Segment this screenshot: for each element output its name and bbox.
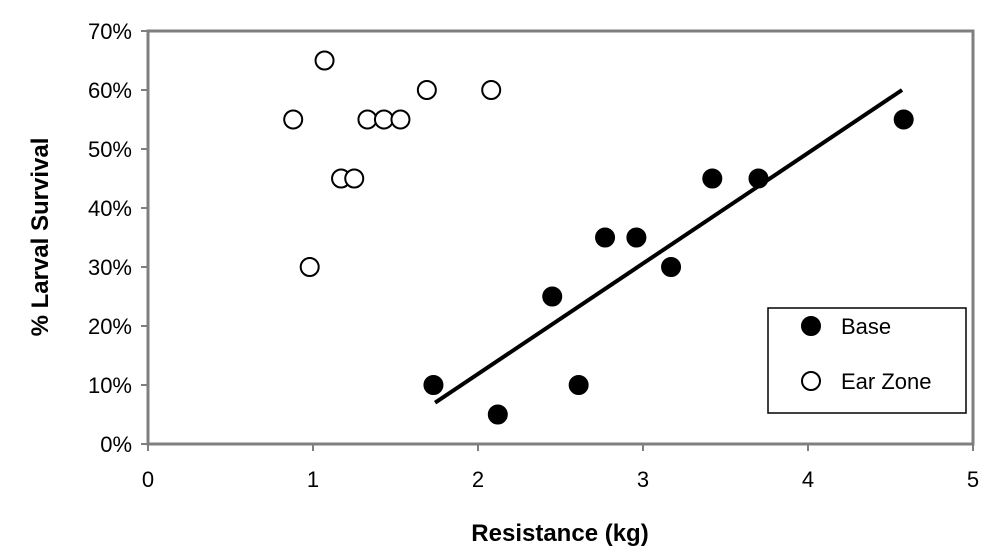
legend-marker-base xyxy=(801,316,821,336)
legend-label-ear-zone: Ear Zone xyxy=(841,369,932,394)
point-base xyxy=(542,286,563,307)
legend-label-base: Base xyxy=(841,314,891,339)
point-ear-zone xyxy=(481,80,502,100)
y-tick-label: 20% xyxy=(88,314,132,339)
y-tick-label: 60% xyxy=(88,78,132,103)
point-ear-zone xyxy=(283,109,304,130)
x-axis-title: Resistance (kg) xyxy=(471,520,648,547)
y-tick-label: 40% xyxy=(88,196,132,221)
point-ear-zone xyxy=(314,50,335,71)
point-ear-zone xyxy=(390,109,411,130)
trendline-layer xyxy=(433,88,904,405)
x-tick-label: 4 xyxy=(802,467,814,492)
point-ear-zone xyxy=(357,109,378,130)
point-base xyxy=(702,168,723,189)
point-ear-zone xyxy=(299,257,320,277)
x-tick-label: 1 xyxy=(307,467,319,492)
point-base xyxy=(487,404,508,425)
y-axis-title: % Larval Survival xyxy=(27,138,54,337)
legend-marker-ear-zone xyxy=(801,371,821,391)
x-tick-label: 3 xyxy=(637,467,649,492)
point-base xyxy=(893,109,914,130)
x-tick-label: 2 xyxy=(472,467,484,492)
x-tick-label: 5 xyxy=(967,467,979,492)
point-base xyxy=(423,375,444,395)
y-tick-label: 10% xyxy=(88,373,132,398)
point-ear-zone xyxy=(344,168,365,189)
point-ear-zone xyxy=(416,80,437,100)
y-tick-label: 50% xyxy=(88,137,132,162)
y-tick-label: 70% xyxy=(88,19,132,44)
y-tick-label: 30% xyxy=(88,255,132,280)
x-tick-label: 0 xyxy=(142,467,154,492)
axis-ticks: 0% 10% 20% 30% 40% 50% 60% 70% 0 1 2 3 4 5 xyxy=(88,19,979,492)
point-base xyxy=(661,257,682,277)
point-ear-zone xyxy=(373,109,394,130)
point-base xyxy=(748,168,769,189)
data-points xyxy=(283,50,914,425)
point-base xyxy=(568,375,589,395)
legend-box xyxy=(767,307,967,414)
legend: Base Ear Zone xyxy=(767,307,967,414)
point-base xyxy=(626,227,647,248)
trendline-base xyxy=(433,88,904,405)
y-tick-label: 0% xyxy=(100,432,132,457)
point-base xyxy=(595,227,616,248)
